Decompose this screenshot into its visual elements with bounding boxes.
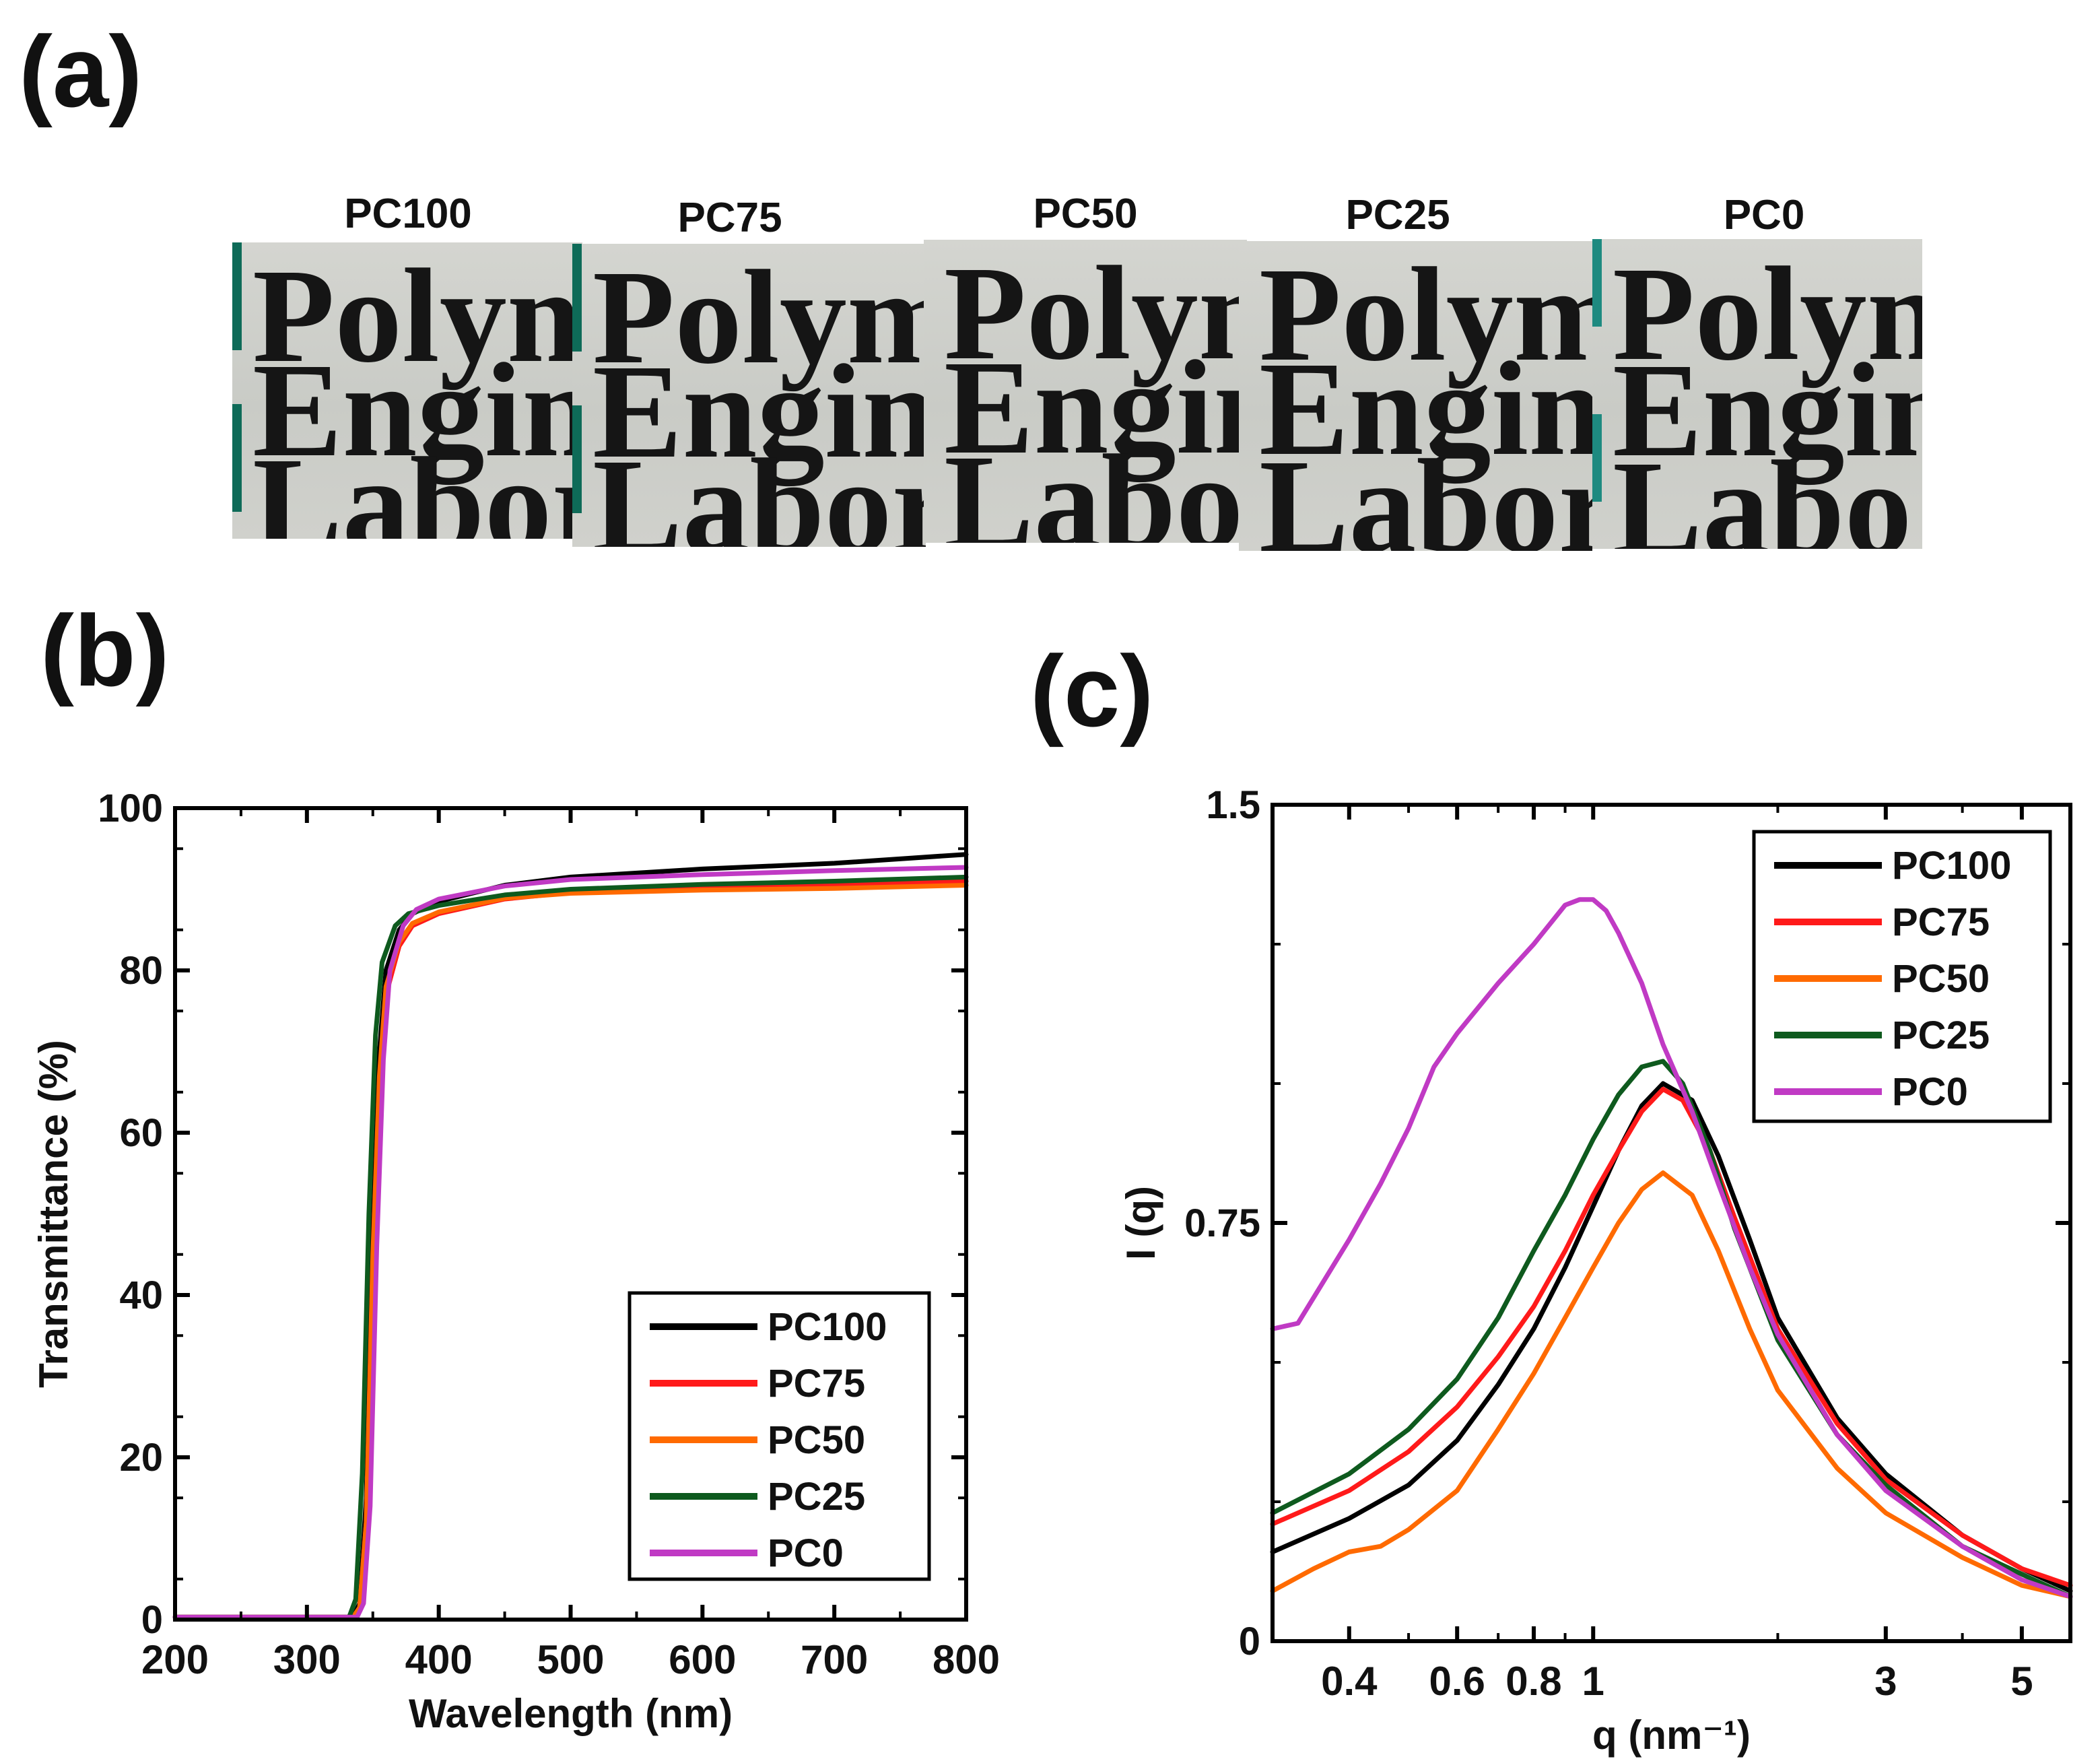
photo-text-line: Polyn: [1613, 240, 1922, 389]
panel-label-a: (a): [19, 15, 143, 128]
y-tick-label: 1.5: [1206, 783, 1260, 827]
photo-pc100: Polyn Engin Labor: [232, 242, 582, 539]
photo-text-line: Engin: [252, 336, 582, 485]
x-tick-label: 600: [669, 1637, 736, 1682]
photo-pc25: Polym Engine Labor: [1239, 241, 1592, 551]
y-tick-label: 0.75: [1184, 1201, 1260, 1245]
x-axis-label: Wavelength (nm): [409, 1691, 733, 1736]
photo-text-line: Engin: [944, 333, 1247, 482]
y-axis-label: I (q): [1118, 1186, 1163, 1260]
y-tick-label: 20: [119, 1436, 163, 1480]
photo-text-line: Polyn: [944, 240, 1247, 388]
x-tick-label: 700: [801, 1637, 868, 1682]
photo-text-line: Polyn: [252, 242, 582, 391]
x-tick-label: 0.8: [1505, 1659, 1561, 1704]
x-tick-label: 200: [141, 1637, 209, 1682]
legend-label-pc100: PC100: [768, 1305, 887, 1349]
legend-label-pc25: PC25: [1892, 1014, 1990, 1057]
legend-label-pc75: PC75: [1892, 900, 1990, 944]
photo-title-pc50: PC50: [1033, 191, 1138, 237]
photo-title-pc25: PC25: [1345, 192, 1450, 238]
y-tick-label: 0: [141, 1598, 163, 1642]
y-axis-label: Transmittance (%): [31, 1040, 76, 1388]
x-tick-label: 1: [1582, 1659, 1604, 1704]
photo-text-line: Engine: [1259, 335, 1592, 484]
tape-decoration: [232, 242, 242, 539]
x-tick-label: 3: [1874, 1659, 1897, 1704]
photo-title-pc0: PC0: [1723, 192, 1805, 238]
legend-label-pc25: PC25: [768, 1475, 865, 1519]
x-tick-label: 800: [933, 1637, 1000, 1682]
x-tick-label: 0.6: [1429, 1659, 1485, 1704]
photo-text-line: Labor: [944, 428, 1247, 543]
series-line-pc25: [172, 874, 969, 1620]
photo-text-line: Polym: [1259, 241, 1592, 389]
photo-text-line: Labo:: [1613, 434, 1922, 550]
photo-text-line: Labor: [1259, 432, 1592, 552]
chart-scattering: 0.4 0.6 0.8 1 3 5 0 0.75 1.5 q (nm⁻¹) I (q) PC100 PC…: [1118, 783, 2073, 1758]
series-line-pc0: [1270, 897, 2073, 1599]
legend-label-pc75: PC75: [768, 1362, 865, 1405]
panel-label-b: (b): [40, 594, 170, 707]
tape-decoration: [572, 244, 582, 547]
x-tick-label: 0.4: [1321, 1659, 1378, 1704]
legend-label-pc50: PC50: [768, 1418, 865, 1462]
chart-transmittance: 200 300 400 500 600 700 800 0 20 40 60 80 100 Wavelen…: [31, 787, 1000, 1736]
x-tick-label: 5: [2010, 1659, 2033, 1704]
panel-label-c: (c): [1030, 634, 1154, 748]
photo-text-line: Labor:: [592, 432, 926, 547]
x-axis-label: q (nm⁻¹): [1592, 1713, 1751, 1758]
photo-text-line: Labor: [252, 430, 582, 539]
series-line-pc50: [1270, 1170, 2073, 1599]
tape-decoration: [1592, 239, 1602, 549]
photo-text-line: Engine: [592, 337, 926, 486]
series-line-pc25: [1270, 1059, 2073, 1599]
y-tick-label: 40: [119, 1273, 163, 1317]
legend-box: [628, 1291, 931, 1581]
y-tick-label: 0: [1239, 1620, 1260, 1663]
x-tick-label: 400: [405, 1637, 473, 1682]
photo-title-pc100: PC100: [344, 191, 472, 237]
x-tick-label: 500: [537, 1637, 604, 1682]
x-tick-label: 300: [273, 1637, 341, 1682]
photo-pc50: Polyn Engin Labor: [924, 240, 1247, 543]
photo-text-line: Polym: [592, 244, 926, 392]
photo-pc75: Polym Engine Labor:: [572, 244, 926, 547]
photo-text-line: Engin: [1613, 336, 1922, 485]
y-tick-label: 80: [119, 949, 163, 993]
y-tick-label: 60: [119, 1111, 163, 1155]
legend-label-pc0: PC0: [768, 1531, 844, 1575]
series-line-pc0: [172, 865, 969, 1620]
photo-pc0: Polyn Engin Labo:: [1592, 239, 1922, 549]
series-line-pc75: [1270, 1086, 2073, 1588]
series-line-pc100: [1270, 1081, 2073, 1593]
legend-label-pc50: PC50: [1892, 957, 1990, 1001]
legend-label-pc100: PC100: [1892, 844, 2011, 888]
photo-title-pc75: PC75: [677, 195, 782, 241]
legend-label-pc0: PC0: [1892, 1070, 1968, 1114]
y-tick-label: 100: [98, 787, 163, 830]
